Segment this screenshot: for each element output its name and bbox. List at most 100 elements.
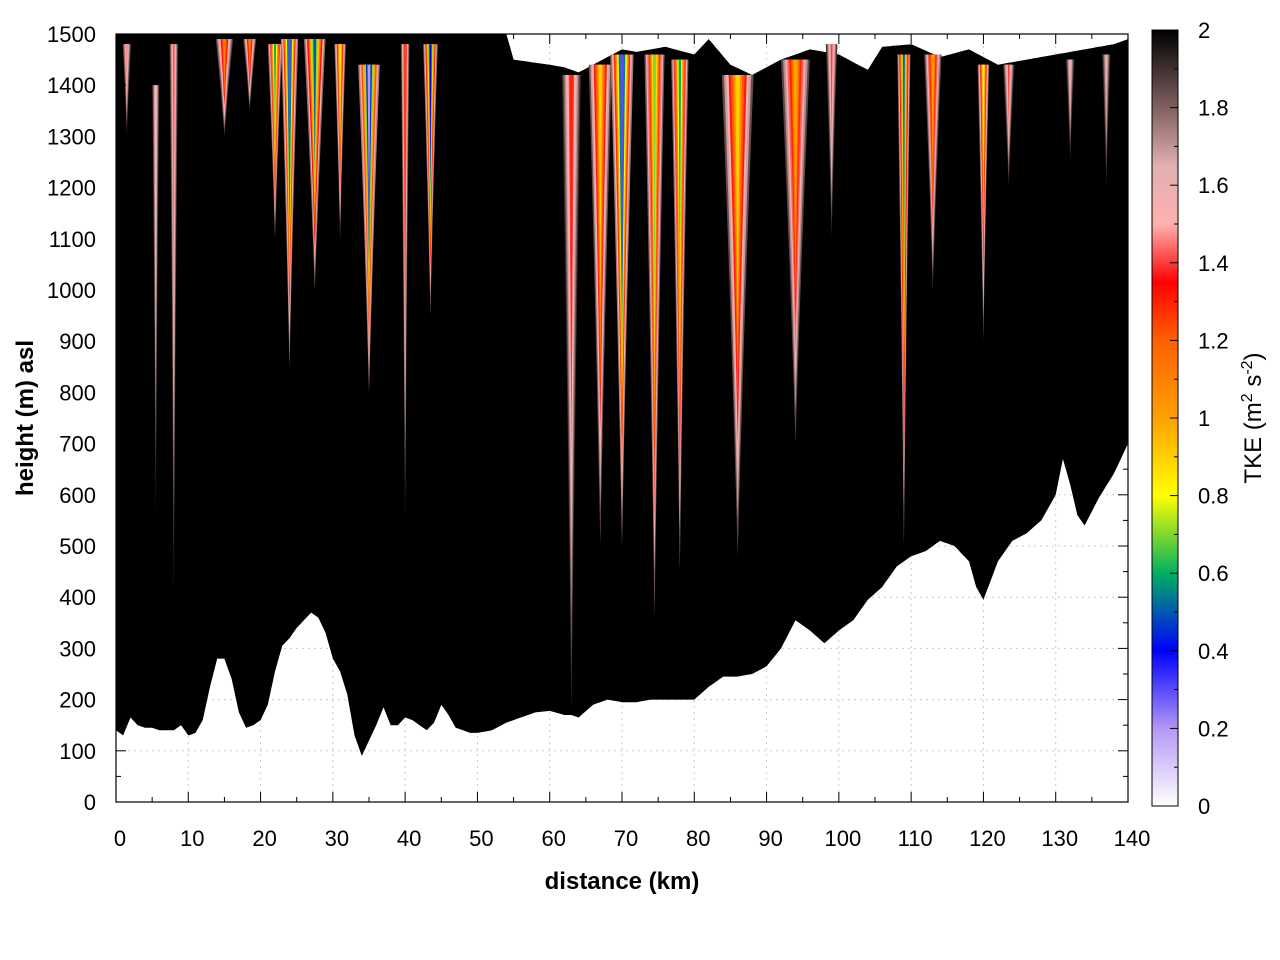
colorbar-tick-label: 1	[1198, 406, 1210, 431]
tke-plume	[562, 75, 581, 710]
tke-plume	[215, 39, 234, 137]
x-tick-label: 60	[541, 826, 565, 851]
tke-plume	[671, 59, 689, 572]
y-tick-label: 1300	[47, 124, 96, 149]
tke-plume-contour	[982, 64, 985, 211]
tke-plume	[897, 54, 911, 546]
tke-plume-contour	[313, 39, 317, 172]
x-tick-label: 0	[114, 826, 126, 851]
x-tick-label: 100	[824, 826, 861, 851]
tke-plume	[122, 44, 132, 137]
tke-plume-contour	[903, 54, 905, 315]
tke-plume-contour	[429, 44, 432, 188]
tke-plume-contour	[653, 54, 656, 353]
tke-plume-contour	[1105, 54, 1107, 125]
tke-plume-contour	[126, 44, 128, 93]
tke-plume	[610, 54, 634, 546]
x-tick-label: 110	[898, 826, 933, 851]
colorbar-tick-label: 0.8	[1198, 484, 1229, 509]
tke-plume-contour	[598, 64, 602, 320]
colorbar-tick-label: 0.2	[1198, 716, 1229, 741]
x-tick-label: 90	[758, 826, 782, 851]
colorbar-tick-label: 1.6	[1198, 173, 1229, 198]
tke-plume	[400, 44, 410, 521]
y-tick-label: 900	[59, 329, 96, 354]
tke-plume-contour	[620, 54, 624, 315]
tke-plume	[1002, 64, 1015, 188]
tke-plume	[924, 54, 942, 290]
x-tick-label: 40	[397, 826, 421, 851]
tke-plume	[977, 64, 990, 342]
colorbar-tick-label: 1.2	[1198, 328, 1229, 353]
x-tick-label: 20	[252, 826, 276, 851]
y-tick-label: 1000	[47, 278, 96, 303]
y-tick-label: 600	[59, 483, 96, 508]
x-tick-label: 70	[614, 826, 638, 851]
tke-plume-contour	[404, 44, 406, 296]
y-axis-title: height (m) asl	[12, 340, 39, 496]
colorbar-tick-label: 0	[1198, 794, 1210, 819]
tke-plume-contour	[288, 39, 291, 213]
y-tick-label: 1500	[47, 22, 96, 47]
tke-plume-contour	[367, 64, 371, 238]
tke-plume-contour	[735, 75, 740, 330]
tke-plume	[169, 44, 179, 598]
x-tick-label: 10	[180, 826, 204, 851]
tke-plume-contour	[223, 39, 226, 91]
tke-plume-contour	[248, 39, 251, 77]
colorbar: 0 0.2 0.4 0.6 0.8 1 1.2 1.4 1.6 1.8 2	[1151, 18, 1229, 819]
colorbar-tick-label: 1.4	[1198, 251, 1229, 276]
y-tick-label: 700	[59, 432, 96, 457]
x-tick-label: 130	[1041, 826, 1078, 851]
y-tick-label: 800	[59, 380, 96, 405]
tke-plume	[267, 44, 283, 239]
y-tick-label: 0	[84, 790, 96, 815]
tke-plume	[358, 64, 380, 393]
tke-plume	[334, 44, 346, 239]
y-tick-label: 100	[59, 739, 96, 764]
tke-plume	[644, 54, 665, 618]
tke-field	[116, 34, 1128, 756]
tke-plume	[825, 44, 838, 239]
colorbar-tick-label: 0.6	[1198, 561, 1229, 586]
colorbar-title-sup2: -2	[1239, 360, 1256, 374]
y-tick-label: 1400	[47, 73, 96, 98]
x-tick-label: 80	[686, 826, 710, 851]
x-tick-label: 140	[1114, 826, 1151, 851]
x-axis-title: distance (km)	[545, 868, 700, 895]
tke-plume-contour	[1069, 59, 1071, 114]
tke-plume	[588, 64, 612, 546]
tke-plume-contour	[570, 75, 573, 411]
colorbar-tick-label: 1.8	[1198, 96, 1229, 121]
tke-plume	[152, 85, 160, 521]
tke-plume-contour	[830, 44, 833, 148]
colorbar-tick-label: 0.4	[1198, 639, 1229, 664]
tke-plume	[243, 39, 257, 111]
tke-plume-contour	[1007, 64, 1010, 130]
tke-plume	[1065, 59, 1075, 162]
colorbar-tick-label: 2	[1198, 18, 1210, 43]
tke-plume-contour	[274, 44, 277, 148]
tke-plume-contour	[173, 44, 175, 337]
tke-plume	[423, 44, 438, 316]
tke-plume	[1102, 54, 1111, 188]
x-tick-label: 30	[325, 826, 349, 851]
tke-plume	[721, 75, 754, 557]
axes: 0 10 20 30 40 50 60 70 80 90 100 110 120 130 140010020…	[47, 22, 1150, 851]
tke-plume-contour	[931, 54, 935, 179]
colorbar-title-sup1: 2	[1239, 393, 1256, 402]
colorbar-title: TKE (m2 s-2)	[1239, 352, 1267, 483]
tke-plume-contour	[678, 59, 682, 331]
y-tick-label: 1200	[47, 176, 96, 201]
y-tick-label: 200	[59, 688, 96, 713]
tke-plume	[781, 59, 810, 444]
y-tick-label: 500	[59, 534, 96, 559]
tke-plume	[280, 39, 299, 367]
tke-plume	[303, 39, 326, 290]
x-tick-label: 50	[469, 826, 493, 851]
tke-plume-contour	[155, 85, 157, 316]
tke-plume-contour	[339, 44, 341, 148]
y-tick-label: 1100	[49, 227, 96, 252]
tke-plume-contour	[793, 59, 798, 263]
